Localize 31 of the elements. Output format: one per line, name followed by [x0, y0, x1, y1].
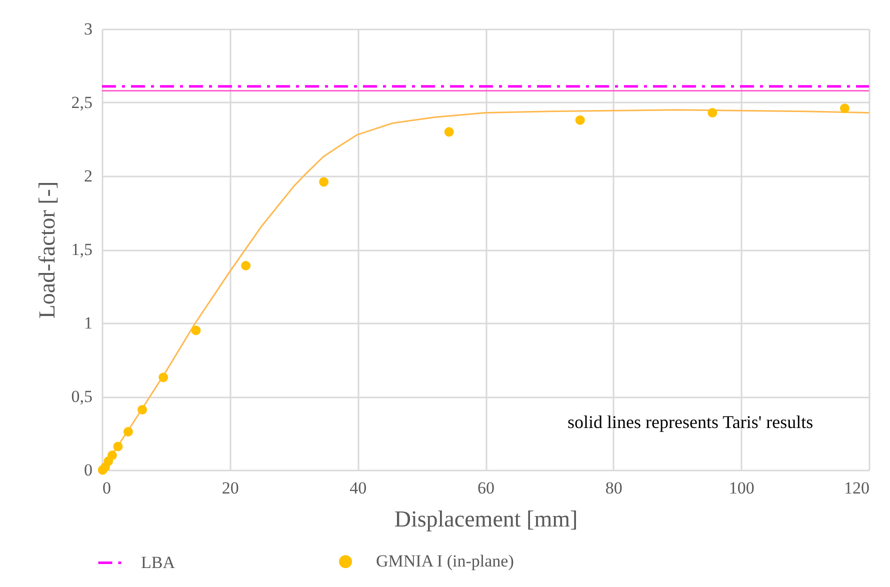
- point: [241, 260, 251, 270]
- y-tick-label: 1: [84, 314, 92, 332]
- point: [113, 442, 123, 452]
- point: [840, 104, 850, 114]
- point: [138, 404, 148, 414]
- y-axis-title: Load-factor [-]: [34, 181, 60, 319]
- point: [708, 108, 718, 118]
- x-tick-label: 120: [844, 478, 870, 498]
- x-tick-label: 60: [478, 478, 494, 498]
- x-axis-title: Displacement [mm]: [394, 506, 578, 532]
- x-tick-label: 100: [728, 478, 754, 498]
- x-tick-label: 0: [102, 478, 111, 498]
- y-tick-label: 2: [84, 166, 92, 186]
- y-tick-label: 0: [84, 460, 92, 480]
- x-tick-label: 40: [350, 478, 367, 498]
- point: [444, 127, 454, 137]
- point: [191, 326, 201, 336]
- annotation: solid lines represents Taris' results: [567, 412, 814, 432]
- point: [123, 427, 133, 437]
- x-tick-label: 80: [605, 478, 622, 498]
- legend-label: GMNIA I (in-plane): [376, 552, 514, 571]
- point: [319, 177, 329, 187]
- y-tick-label: 3: [84, 20, 92, 38]
- y-tick-label: 2,5: [71, 93, 92, 112]
- point: [158, 372, 168, 382]
- x-tick-label: 20: [222, 478, 239, 498]
- point: [107, 450, 117, 460]
- legend-label: LBA: [141, 552, 176, 572]
- point: [575, 115, 585, 125]
- y-tick-label: 1,5: [71, 240, 92, 259]
- y-tick-label: 0,5: [71, 387, 92, 406]
